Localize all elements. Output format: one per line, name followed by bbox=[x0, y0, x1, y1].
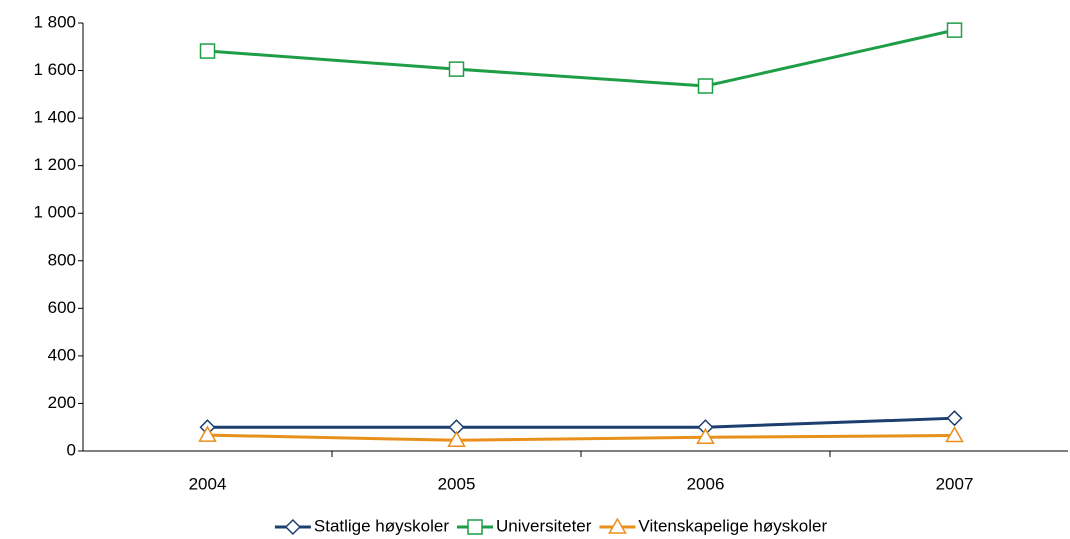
y-tick-label: 0 bbox=[67, 440, 76, 459]
y-tick-label: 1 800 bbox=[33, 12, 76, 31]
y-tick-label: 400 bbox=[48, 345, 76, 364]
marker bbox=[697, 78, 714, 94]
y-tick-label: 1 000 bbox=[33, 203, 76, 222]
legend: Statlige høyskoler Universiteter Vitenskap… bbox=[274, 516, 827, 536]
marker bbox=[448, 61, 465, 77]
x-tick-label: 2004 bbox=[189, 474, 227, 493]
series-line bbox=[207, 433, 955, 442]
marker bbox=[945, 426, 964, 443]
x-tick-label: 2005 bbox=[438, 474, 476, 493]
marker bbox=[467, 519, 483, 535]
y-tick-label: 1 600 bbox=[33, 60, 76, 79]
y-tick-label: 800 bbox=[48, 250, 76, 269]
marker bbox=[946, 410, 963, 427]
x-tick-label: 2006 bbox=[687, 474, 725, 493]
y-tick-label: 600 bbox=[48, 298, 76, 317]
legend-label: Statlige høyskoler bbox=[314, 516, 449, 535]
marker bbox=[198, 425, 217, 442]
marker bbox=[284, 518, 301, 536]
marker bbox=[199, 43, 216, 59]
legend-label: Universiteter bbox=[496, 516, 592, 535]
series-line bbox=[207, 28, 955, 88]
y-tick-label: 1 200 bbox=[33, 155, 76, 174]
marker bbox=[608, 517, 627, 534]
x-tick-label: 2007 bbox=[936, 474, 974, 493]
marker bbox=[946, 22, 963, 38]
marker bbox=[696, 427, 715, 444]
y-tick-label: 200 bbox=[48, 393, 76, 412]
legend-label: Vitenskapelige høyskoler bbox=[638, 516, 827, 535]
marker bbox=[447, 430, 466, 448]
y-tick-label: 1 400 bbox=[33, 108, 76, 127]
series-line bbox=[207, 416, 955, 429]
